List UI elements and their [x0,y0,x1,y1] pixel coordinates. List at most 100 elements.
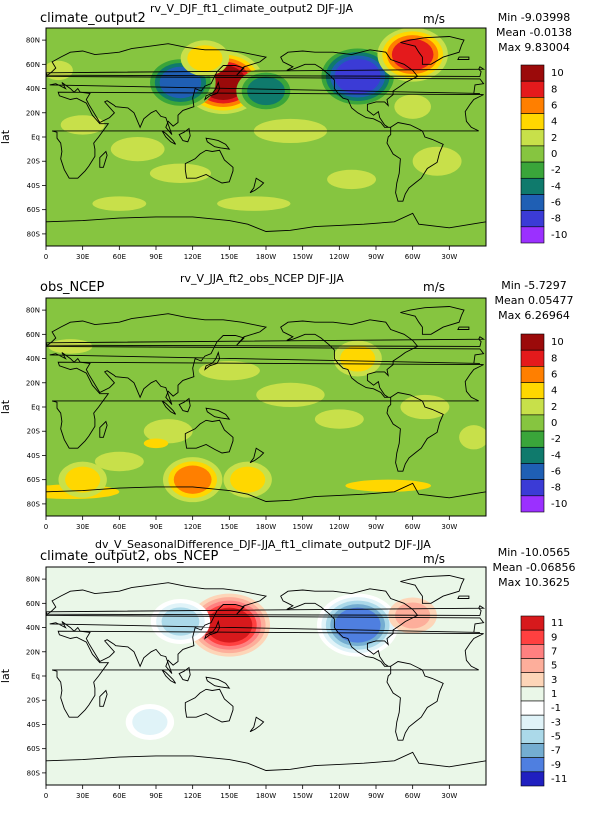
y-tick-label: Eq [31,673,40,681]
field-patch [217,196,291,211]
y-tick-label: 20N [26,648,40,656]
colorbar-label: 10 [551,68,564,79]
coastline [184,149,234,184]
colorbar-segment [520,398,545,416]
colorbar-segment [520,771,545,787]
panel-2-left-title: obs_NCEP [40,280,105,295]
coastline [51,630,484,718]
colorbar-label: 0 [551,418,557,429]
y-tick-label: 40N [26,624,40,632]
coastline [386,661,444,741]
colorbar-segment [520,629,545,645]
coastline [161,669,176,684]
y-tick-label: 80S [27,500,41,508]
colorbar-segment [520,672,545,688]
coastline [46,751,486,785]
anomaly-contour [334,607,381,643]
map-field [46,567,486,785]
x-tick-label: 150E [220,253,238,261]
panel-1-units: m/s [423,12,445,26]
y-tick-label: 20N [26,379,40,387]
y-tick-label: 80S [27,769,41,777]
colorbar-label: 4 [551,386,557,397]
colorbar-label: -1 [551,703,561,714]
x-tick-label: 180W [256,523,276,531]
colorbar-label: -10 [551,230,567,241]
y-tick-label: 20N [26,109,40,117]
coastline [178,666,191,682]
panel-2-max: Max 6.26964 [498,309,570,322]
x-tick-label: 30E [76,253,89,261]
coastline [46,313,485,405]
coastline [280,588,419,667]
coastline [178,397,191,413]
x-tick-label: 30E [76,792,89,800]
coastline [99,150,108,168]
colorbar-label: -7 [551,746,561,757]
anomaly-contour [230,466,266,493]
y-tick-label: 40S [27,452,41,460]
panel-3-title: dv_V_SeasonalDifference_DJF-JJA_ft1_clim… [95,538,431,551]
y-tick-label: 60S [27,745,41,753]
colorbar-segment [520,80,545,98]
panel-1-map: 0 30E 60E 90E 120E 150E 180W 150W 120W 90W 60W 30W 8… [0,27,567,261]
coastline [205,676,231,689]
coastline [204,350,221,371]
coastline [249,177,265,194]
colorbar-segment [520,226,545,244]
coastline [46,66,486,77]
x-tick-label: 120W [329,523,349,531]
colorbar-segment [520,177,545,195]
x-tick-label: 60E [113,523,126,531]
colorbar-segment [520,194,545,211]
colorbar-label: -9 [551,760,561,771]
colorbar-label: 2 [551,133,557,144]
colorbar-label: -6 [551,467,561,478]
colorbar-label: -11 [551,774,567,785]
anomaly-contour [391,38,434,71]
panel-3-map: 0 30E 60E 90E 120E 150E 180W 150W 120W 90W 60W 30W 8… [0,566,567,800]
y-axis-label: lat [0,399,12,414]
field-patch [314,409,364,429]
y-tick-label: 20S [27,428,41,436]
colorbar-label: 6 [551,369,557,380]
x-tick-label: 30W [441,523,457,531]
anomaly-contour [173,465,212,494]
x-tick-label: 30W [441,253,457,261]
x-tick-label: 90W [368,523,384,531]
x-tick-label: 180W [256,792,276,800]
x-tick-label: 180W [256,253,276,261]
x-tick-label: 120E [184,523,202,531]
colorbar-label: 8 [551,353,557,364]
coastline [457,595,470,599]
field-patch [345,479,431,492]
panel-2-units: m/s [423,280,445,294]
anomaly-contour [159,66,202,99]
x-tick-label: 150W [293,523,313,531]
colorbar-segment [520,495,545,513]
panel-2-min: Min -5.7297 [501,279,567,292]
x-tick-label: 150E [220,792,238,800]
x-tick-label: 90E [149,253,162,261]
anomaly-contour [132,709,168,736]
colorbar-segment [520,615,545,631]
anomaly-contour [206,607,253,643]
colorbar-segment [520,145,545,163]
colorbar-segment [520,446,545,464]
colorbar-label: -6 [551,198,561,209]
y-tick-label: 60S [27,206,41,214]
coastline [184,419,234,454]
colorbar-segment [520,686,545,702]
panel-3-stats: Min -10.0565 Mean -0.06856 Max 10.3625 [486,545,582,590]
colorbar-segment [520,349,545,367]
coastline [161,130,176,145]
coastline [46,43,485,135]
field-patch [143,438,169,449]
colorbar-label: -2 [551,434,561,445]
colorbar-label: 4 [551,117,557,128]
coastline [51,91,484,179]
x-tick-label: 0 [44,253,48,261]
panel-3-left-title: climate_output2, obs_NCEP [40,549,219,564]
colorbar-segment [520,97,545,114]
coastline [249,716,265,733]
